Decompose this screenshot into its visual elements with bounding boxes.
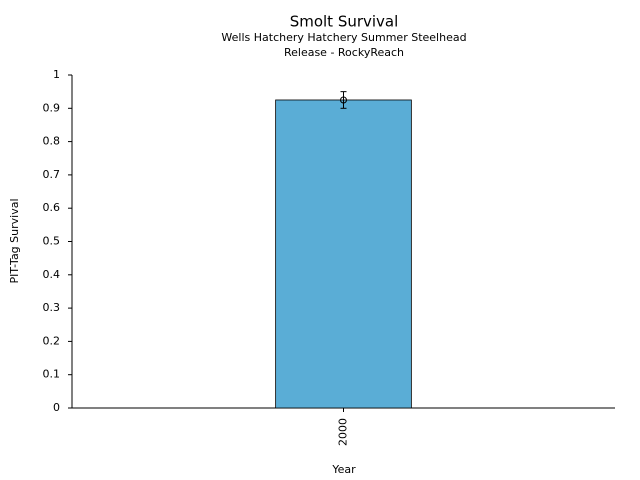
- chart-title: Smolt Survival: [290, 13, 399, 31]
- y-tick-label: 1: [53, 68, 60, 81]
- x-axis-label: Year: [331, 463, 356, 476]
- y-tick-label: 0: [53, 401, 60, 414]
- y-tick-label: 0.8: [43, 135, 61, 148]
- y-tick-label: 0.2: [43, 334, 61, 347]
- x-tick-label: 2000: [337, 418, 350, 446]
- y-tick-label: 0.7: [43, 168, 61, 181]
- y-tick-label: 0.9: [43, 101, 61, 114]
- y-tick-label: 0.4: [43, 268, 61, 281]
- y-tick-label: 0.1: [43, 368, 61, 381]
- y-axis-label: PIT-Tag Survival: [8, 198, 21, 283]
- bar: [275, 99, 412, 409]
- chart-subtitle: Wells Hatchery Hatchery Summer Steelhead: [221, 31, 466, 44]
- y-tick-label: 0.5: [43, 235, 61, 248]
- chart-subtitle: Release - RockyReach: [284, 46, 404, 59]
- y-tick-label: 0.6: [43, 201, 61, 214]
- error-bar: [340, 91, 347, 109]
- y-tick-label: 0.3: [43, 301, 61, 314]
